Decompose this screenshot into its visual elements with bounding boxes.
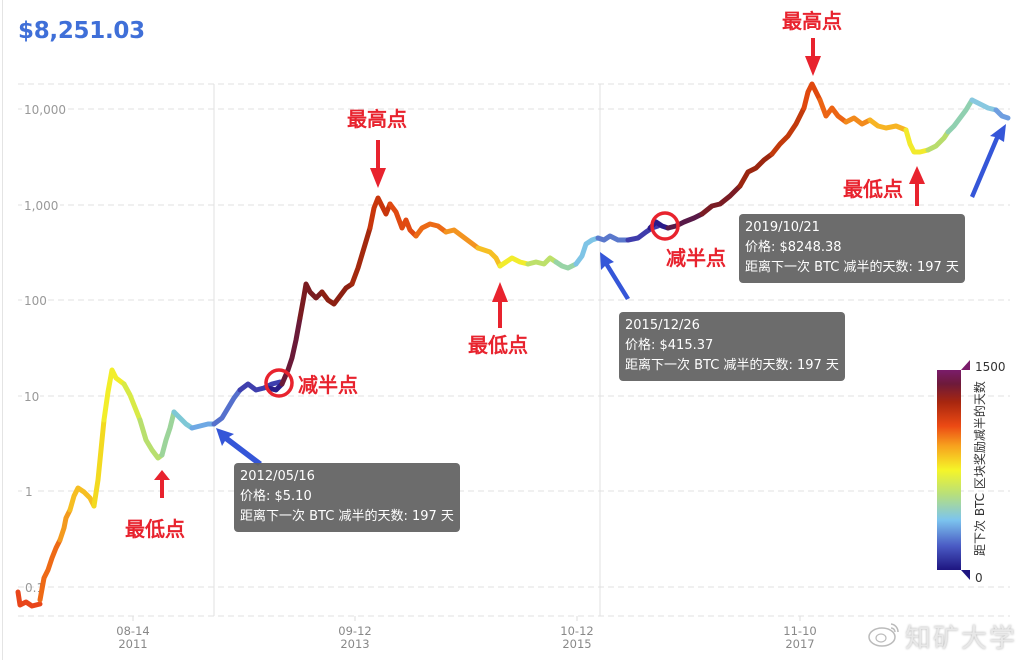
arrow-up-icon xyxy=(154,470,170,498)
arrow-down-icon xyxy=(805,38,821,76)
y-tick-label: 100 xyxy=(24,294,47,308)
y-tick-label: 10 xyxy=(24,390,39,404)
x-tick-year: 2015 xyxy=(562,637,591,651)
x-tick-date: 10-12 xyxy=(560,624,593,638)
tooltip-days: 距离下一次 BTC 减半的天数: 197 天 xyxy=(625,358,839,373)
axis-pointers xyxy=(213,84,601,616)
price-series[interactable] xyxy=(15,81,1011,609)
watermark: 知矿大学 xyxy=(905,624,1018,654)
arrow-icon xyxy=(216,428,262,466)
current-price: $8,251.03 xyxy=(18,18,145,44)
visual-map-min: 0 xyxy=(975,571,983,585)
y-tick-label: 10,000 xyxy=(24,103,66,117)
weibo-icon xyxy=(868,623,899,647)
annotation-halving: 减半点 xyxy=(666,246,726,270)
tooltip: 2019/10/21 价格: $8248.38 距离下一次 BTC 减半的天数:… xyxy=(739,214,965,283)
halving-circle xyxy=(650,211,680,241)
y-tick-label: 1,000 xyxy=(24,199,58,213)
tooltip: 2012/05/16 价格: $5.10 距离下一次 BTC 减半的天数: 19… xyxy=(234,463,460,532)
y-axis: 10,000 1,000 100 10 1 0.1 xyxy=(22,100,66,595)
visual-map-title: 距下次 BTC 区块奖励减半的天数 xyxy=(972,381,987,556)
arrow-icon xyxy=(600,252,630,300)
visual-map[interactable]: 1500 0 距下次 BTC 区块奖励减半的天数 xyxy=(937,360,1006,585)
tooltip-date: 2019/10/21 xyxy=(745,220,820,235)
x-tick-date: 11-10 xyxy=(783,624,816,638)
tooltip-days: 距离下一次 BTC 减半的天数: 197 天 xyxy=(240,509,454,524)
tooltip: 2015/12/26 价格: $415.37 距离下一次 BTC 减半的天数: … xyxy=(619,312,845,381)
annotation-high: 最高点 xyxy=(782,9,842,33)
annotation-high: 最高点 xyxy=(347,107,407,131)
color-scale-bar[interactable] xyxy=(937,370,961,570)
tooltip-days: 距离下一次 BTC 减半的天数: 197 天 xyxy=(745,260,959,275)
x-tick-year: 2011 xyxy=(118,637,147,651)
pointer-arrows xyxy=(216,124,1006,466)
annotation-low: 最低点 xyxy=(843,177,903,201)
annotation-halving: 减半点 xyxy=(298,373,358,397)
x-tick-year: 2017 xyxy=(785,637,814,651)
tooltip-price: 价格: $5.10 xyxy=(240,489,312,504)
arrow-icon xyxy=(970,124,1006,198)
annotation-low: 最低点 xyxy=(468,333,528,357)
x-axis: 08-14 2011 09-12 2013 10-12 2015 11-10 2… xyxy=(116,616,817,651)
x-tick-year: 2013 xyxy=(340,637,369,651)
arrow-down-icon xyxy=(370,140,386,188)
annotations: 最低点 减半点 最高点 最低点 减半点 最高点 最低点 xyxy=(125,9,925,541)
tooltip-date: 2012/05/16 xyxy=(240,469,315,484)
arrow-up-icon xyxy=(909,166,925,206)
y-tick-label: 1 xyxy=(25,485,33,499)
max-handle[interactable] xyxy=(961,360,970,370)
arrow-up-icon xyxy=(492,282,508,328)
grid xyxy=(18,83,1010,617)
annotation-low: 最低点 xyxy=(125,517,185,541)
min-handle[interactable] xyxy=(961,570,970,580)
tooltip-date: 2015/12/26 xyxy=(625,318,700,333)
tooltip-price: 价格: $8248.38 xyxy=(745,240,842,255)
x-tick-date: 09-12 xyxy=(338,624,371,638)
tooltip-price: 价格: $415.37 xyxy=(625,338,714,353)
x-tick-date: 08-14 xyxy=(116,624,149,638)
visual-map-max: 1500 xyxy=(975,360,1006,374)
halving-circle xyxy=(264,368,294,398)
